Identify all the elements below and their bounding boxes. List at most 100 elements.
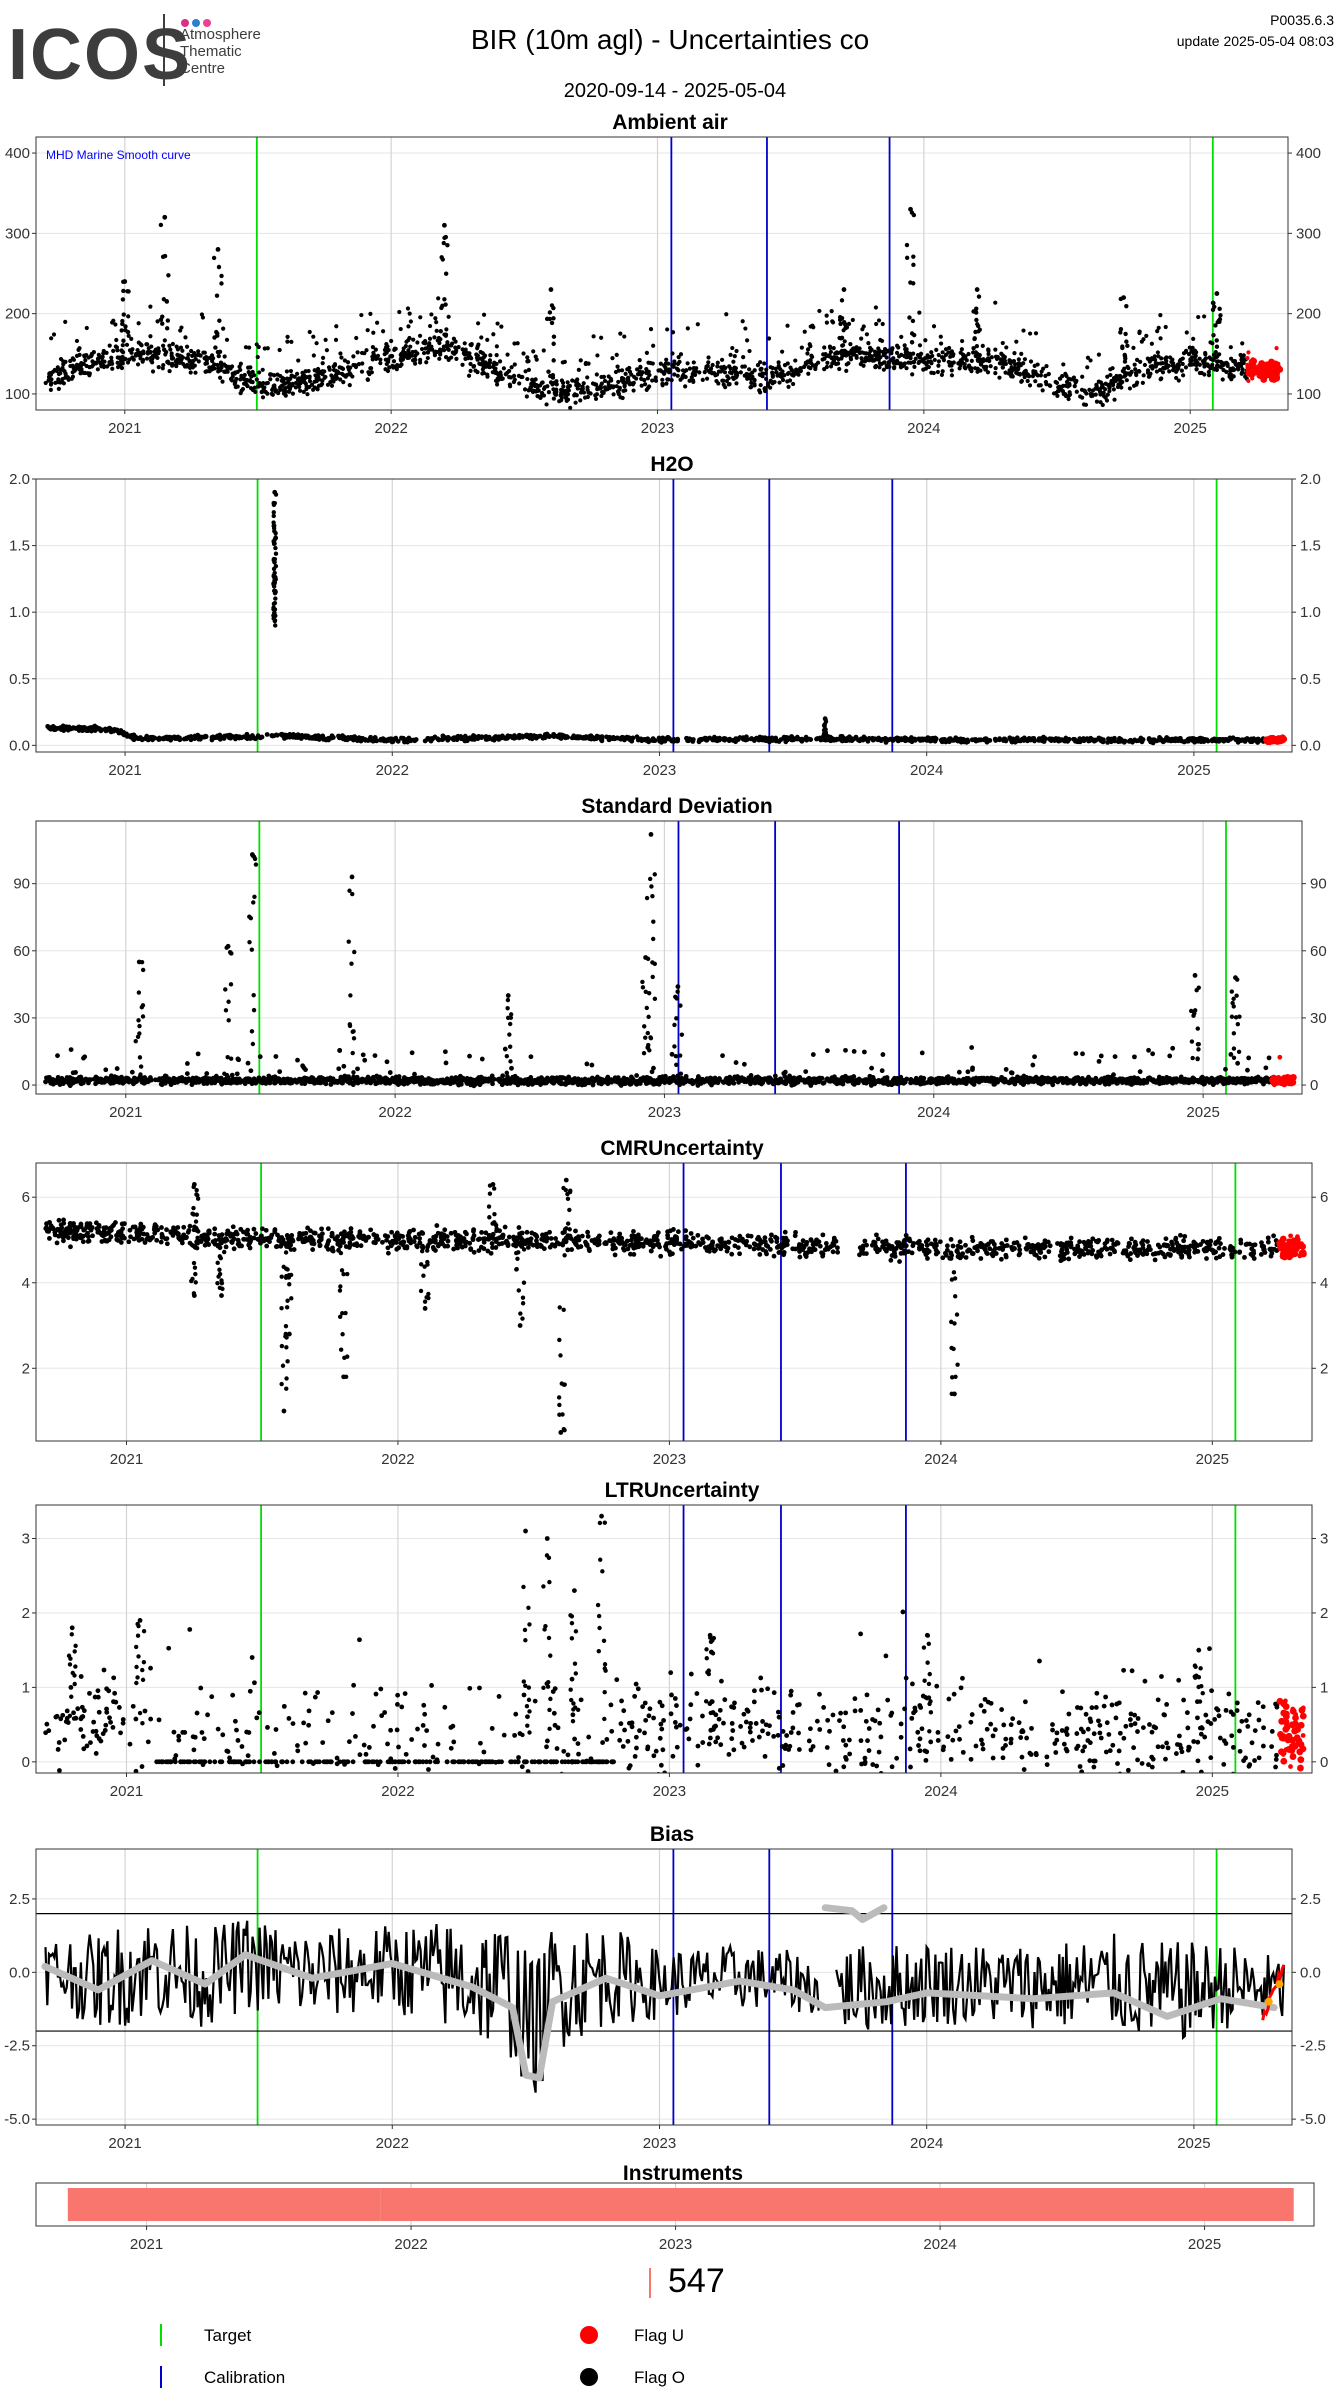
spike-point	[1214, 344, 1220, 349]
data-point	[262, 385, 267, 390]
data-point	[710, 362, 715, 368]
data-point	[1003, 370, 1008, 375]
data-point	[1107, 388, 1112, 394]
data-point	[58, 727, 64, 732]
logo-dot-2	[192, 19, 200, 27]
spike-point	[163, 349, 169, 355]
data-point	[346, 365, 351, 370]
data-point	[124, 342, 130, 347]
data-point	[388, 738, 393, 743]
data-point	[627, 369, 633, 374]
data-point	[618, 331, 623, 336]
data-point	[993, 300, 998, 305]
data-point	[1034, 372, 1039, 377]
spike-point	[823, 731, 829, 737]
data-point	[218, 362, 224, 367]
data-point	[570, 378, 575, 383]
data-point	[341, 373, 347, 378]
data-point	[610, 355, 615, 361]
data-point	[1122, 366, 1127, 371]
spike-point	[273, 588, 278, 594]
data-point	[622, 384, 627, 389]
data-point	[793, 358, 798, 363]
data-point	[357, 735, 363, 741]
data-point	[707, 370, 712, 375]
data-point	[586, 390, 591, 395]
data-point	[61, 359, 66, 364]
data-point	[759, 366, 764, 371]
data-point	[180, 348, 185, 353]
data-point	[896, 345, 901, 350]
data-point	[1003, 361, 1008, 367]
data-point	[988, 364, 993, 369]
data-point	[417, 333, 423, 338]
data-point	[642, 377, 647, 383]
data-point	[620, 395, 625, 401]
data-point	[244, 382, 249, 387]
data-point	[161, 735, 167, 741]
data-point	[408, 319, 413, 324]
data-point	[559, 387, 564, 392]
data-point	[413, 357, 418, 362]
data-point	[660, 377, 665, 382]
data-point	[1158, 367, 1163, 373]
icos-logo-text: ICOS	[8, 15, 193, 95]
spike-point	[439, 305, 444, 311]
data-point	[805, 347, 811, 352]
spike-point	[1217, 317, 1223, 322]
data-point	[393, 735, 399, 741]
spike-point	[843, 325, 848, 331]
data-point	[891, 360, 896, 366]
data-point	[1118, 736, 1124, 742]
data-point	[917, 310, 922, 315]
data-point	[1100, 382, 1105, 387]
data-point	[650, 736, 656, 741]
spike-point	[837, 317, 843, 322]
data-point	[223, 369, 228, 375]
data-point	[658, 361, 663, 366]
data-point	[798, 737, 804, 743]
data-point	[675, 361, 681, 367]
data-point	[250, 380, 255, 385]
data-point	[1149, 341, 1154, 346]
data-point	[675, 373, 680, 378]
flag-u-point	[1258, 360, 1266, 367]
data-point	[665, 377, 670, 382]
data-point	[764, 367, 769, 372]
data-point	[289, 373, 294, 378]
data-point	[886, 348, 891, 353]
data-point	[836, 736, 842, 742]
data-point	[49, 336, 54, 341]
data-point	[1165, 365, 1170, 370]
data-point	[523, 369, 528, 374]
data-point	[186, 352, 191, 357]
data-point	[975, 351, 980, 357]
y-tick-label-left: 200	[5, 306, 30, 323]
data-point	[150, 356, 155, 362]
data-point	[120, 343, 125, 348]
data-point	[444, 327, 449, 332]
data-point	[863, 356, 868, 361]
data-point	[1202, 314, 1207, 319]
smooth-curve-annotation: MHD Marine Smooth curve	[46, 148, 191, 162]
data-point	[516, 735, 522, 741]
data-point	[161, 343, 166, 348]
data-point	[1211, 356, 1216, 361]
data-point	[563, 394, 569, 399]
data-point	[246, 365, 251, 370]
data-point	[468, 361, 473, 367]
data-point	[938, 341, 944, 346]
data-point	[246, 370, 251, 375]
data-point	[704, 376, 710, 381]
data-point	[84, 325, 89, 331]
spike-peak	[974, 287, 980, 292]
spike-point	[273, 545, 278, 551]
data-point	[890, 346, 895, 351]
data-point	[183, 335, 188, 340]
data-point	[277, 1069, 283, 1075]
data-point	[378, 361, 383, 366]
data-point	[880, 1052, 886, 1057]
data-point	[862, 351, 867, 356]
data-point	[1074, 389, 1079, 394]
